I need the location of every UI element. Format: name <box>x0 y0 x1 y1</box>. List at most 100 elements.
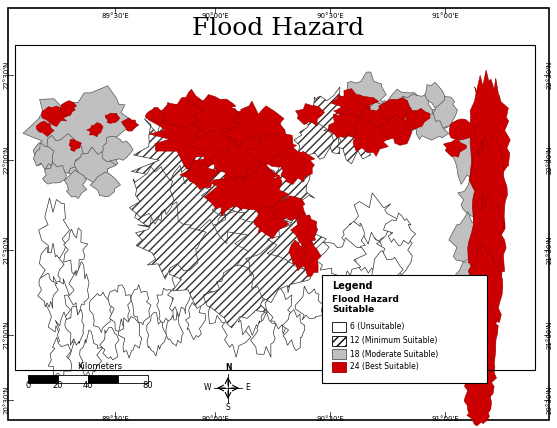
Polygon shape <box>36 121 54 137</box>
Bar <box>15 45 535 370</box>
Bar <box>322 275 487 383</box>
Polygon shape <box>380 229 412 275</box>
Text: 89°30'E: 89°30'E <box>101 416 129 422</box>
Polygon shape <box>203 265 274 328</box>
Polygon shape <box>90 292 112 333</box>
Polygon shape <box>267 216 326 270</box>
Polygon shape <box>194 193 301 291</box>
Polygon shape <box>74 147 116 183</box>
Polygon shape <box>38 273 58 309</box>
Text: E: E <box>246 383 251 392</box>
Text: N: N <box>225 363 231 372</box>
Polygon shape <box>43 276 71 336</box>
Text: 22°00'N: 22°00'N <box>547 146 553 174</box>
Polygon shape <box>297 241 321 276</box>
Polygon shape <box>146 312 167 356</box>
Polygon shape <box>222 101 286 155</box>
Text: 0: 0 <box>26 381 31 390</box>
Text: 90°00'E: 90°00'E <box>201 416 229 422</box>
Polygon shape <box>180 160 218 190</box>
Text: 21°30'N: 21°30'N <box>547 236 553 264</box>
Text: 12 (Minimum Suitable): 12 (Minimum Suitable) <box>350 336 437 345</box>
Text: 40: 40 <box>83 381 93 390</box>
Polygon shape <box>204 276 237 324</box>
Polygon shape <box>449 212 486 262</box>
Polygon shape <box>148 89 253 169</box>
Text: Flood Hazard: Flood Hazard <box>332 294 399 303</box>
Polygon shape <box>69 262 89 315</box>
Polygon shape <box>468 193 506 305</box>
Text: 90°00'E: 90°00'E <box>201 13 229 19</box>
Polygon shape <box>378 98 412 123</box>
Text: 91°00'E: 91°00'E <box>431 416 459 422</box>
Polygon shape <box>433 93 457 128</box>
Bar <box>332 322 346 332</box>
Bar <box>332 349 346 359</box>
Polygon shape <box>425 82 444 108</box>
Text: 22°00'N: 22°00'N <box>4 146 10 174</box>
Text: 21°00'N: 21°00'N <box>547 321 553 349</box>
Bar <box>118 375 148 383</box>
Polygon shape <box>40 243 64 294</box>
Text: Suitable: Suitable <box>332 306 374 315</box>
Polygon shape <box>87 122 103 137</box>
Polygon shape <box>157 288 173 322</box>
Polygon shape <box>23 86 138 179</box>
Text: 6 (Unsuitable): 6 (Unsuitable) <box>350 323 404 332</box>
Polygon shape <box>315 238 367 283</box>
Polygon shape <box>63 228 88 274</box>
Polygon shape <box>443 348 466 371</box>
Polygon shape <box>291 210 317 252</box>
Polygon shape <box>100 327 119 360</box>
Polygon shape <box>168 275 190 317</box>
Polygon shape <box>233 164 289 216</box>
Bar <box>332 336 346 346</box>
Polygon shape <box>38 198 70 261</box>
Polygon shape <box>102 137 133 162</box>
Polygon shape <box>48 337 72 380</box>
Polygon shape <box>345 119 395 156</box>
Text: 20°30'N: 20°30'N <box>4 386 10 414</box>
Polygon shape <box>295 286 323 320</box>
Polygon shape <box>209 137 279 192</box>
Polygon shape <box>33 143 54 169</box>
Polygon shape <box>145 107 164 122</box>
Polygon shape <box>341 221 365 254</box>
Polygon shape <box>383 213 416 246</box>
Polygon shape <box>105 113 120 123</box>
Polygon shape <box>131 109 257 206</box>
Polygon shape <box>465 347 496 411</box>
Polygon shape <box>470 70 510 208</box>
Polygon shape <box>282 309 305 351</box>
Text: S: S <box>226 404 231 413</box>
Polygon shape <box>467 297 498 381</box>
Polygon shape <box>64 170 87 199</box>
Polygon shape <box>226 163 300 230</box>
Polygon shape <box>121 118 139 131</box>
Polygon shape <box>185 303 206 340</box>
Text: 21°00'N: 21°00'N <box>4 321 10 349</box>
Polygon shape <box>289 240 307 271</box>
Text: 90°30'E: 90°30'E <box>316 416 344 422</box>
Polygon shape <box>470 134 507 256</box>
Polygon shape <box>380 114 418 146</box>
Polygon shape <box>266 161 315 211</box>
Text: Legend: Legend <box>332 281 373 291</box>
Polygon shape <box>271 196 306 220</box>
Polygon shape <box>409 109 452 140</box>
Text: 24 (Best Suitable): 24 (Best Suitable) <box>350 363 419 372</box>
Polygon shape <box>108 285 131 332</box>
Polygon shape <box>272 147 315 184</box>
Polygon shape <box>467 244 503 343</box>
Polygon shape <box>158 160 279 255</box>
Polygon shape <box>69 139 81 152</box>
Polygon shape <box>341 72 387 128</box>
Polygon shape <box>42 162 66 184</box>
Text: 80: 80 <box>143 381 153 390</box>
Polygon shape <box>189 109 275 180</box>
Text: 22°30'N: 22°30'N <box>4 61 10 89</box>
Polygon shape <box>80 330 103 379</box>
Polygon shape <box>265 285 294 334</box>
Polygon shape <box>449 119 477 140</box>
Bar <box>58 375 88 383</box>
